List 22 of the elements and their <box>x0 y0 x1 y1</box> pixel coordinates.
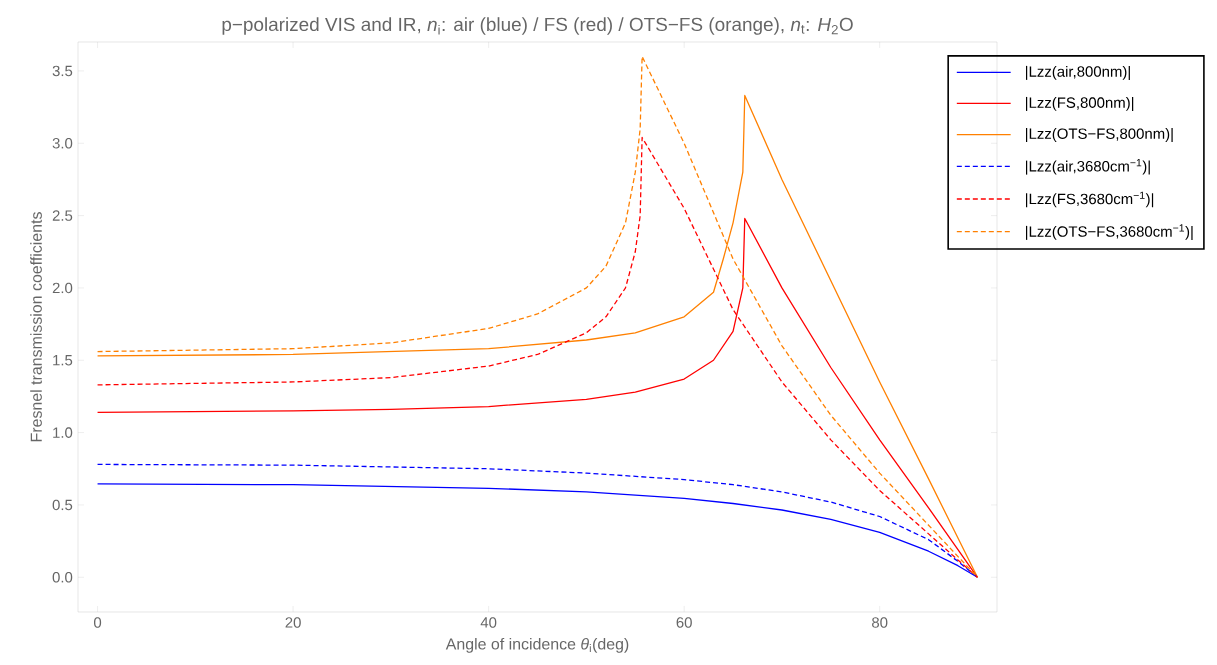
x-tick-label: 0 <box>93 617 102 628</box>
legend-label: |Lzz(OTS−FS,800nm)| <box>1025 127 1173 142</box>
x-axis-title: Angle of incidence θ$_{i}$(deg) <box>445 637 629 653</box>
y-tick-label: 2.0 <box>52 282 73 294</box>
legend-label: |Lzz(air,3680cm$^{−1}$)| <box>1025 159 1150 175</box>
chart-title: p−polarized VIS and IR, n$_{i}$: air (blue) / FS (red) / OTS−FS (orange), n$_{t}$: H$_{2}$O <box>222 17 853 35</box>
legend-label: |Lzz(air,800nm)| <box>1025 65 1130 80</box>
y-tick-label: 0.5 <box>52 499 73 511</box>
x-tick-label: 20 <box>285 617 301 628</box>
y-tick-label: 1.0 <box>53 427 73 438</box>
legend-label: |Lzz(FS,3680cm$^{−1}$)| <box>1025 191 1154 208</box>
y-tick-label: 3.5 <box>52 65 73 77</box>
x-tick-label: 60 <box>676 617 692 628</box>
x-tick-label: 40 <box>480 617 497 628</box>
y-tick-label: 1.5 <box>53 355 73 366</box>
y-tick-label: 3.0 <box>52 137 73 149</box>
y-axis-title: Fresnel transmission coefficients <box>30 212 42 442</box>
legend-label: |Lzz(OTS−FS,3680cm$^{−1}$)| <box>1025 224 1193 240</box>
y-tick-label: 2.5 <box>52 210 73 221</box>
x-tick-label: 80 <box>872 617 888 628</box>
y-tick-label: 0.0 <box>52 571 73 583</box>
legend-label: |Lzz(FS,800nm)| <box>1025 96 1134 111</box>
